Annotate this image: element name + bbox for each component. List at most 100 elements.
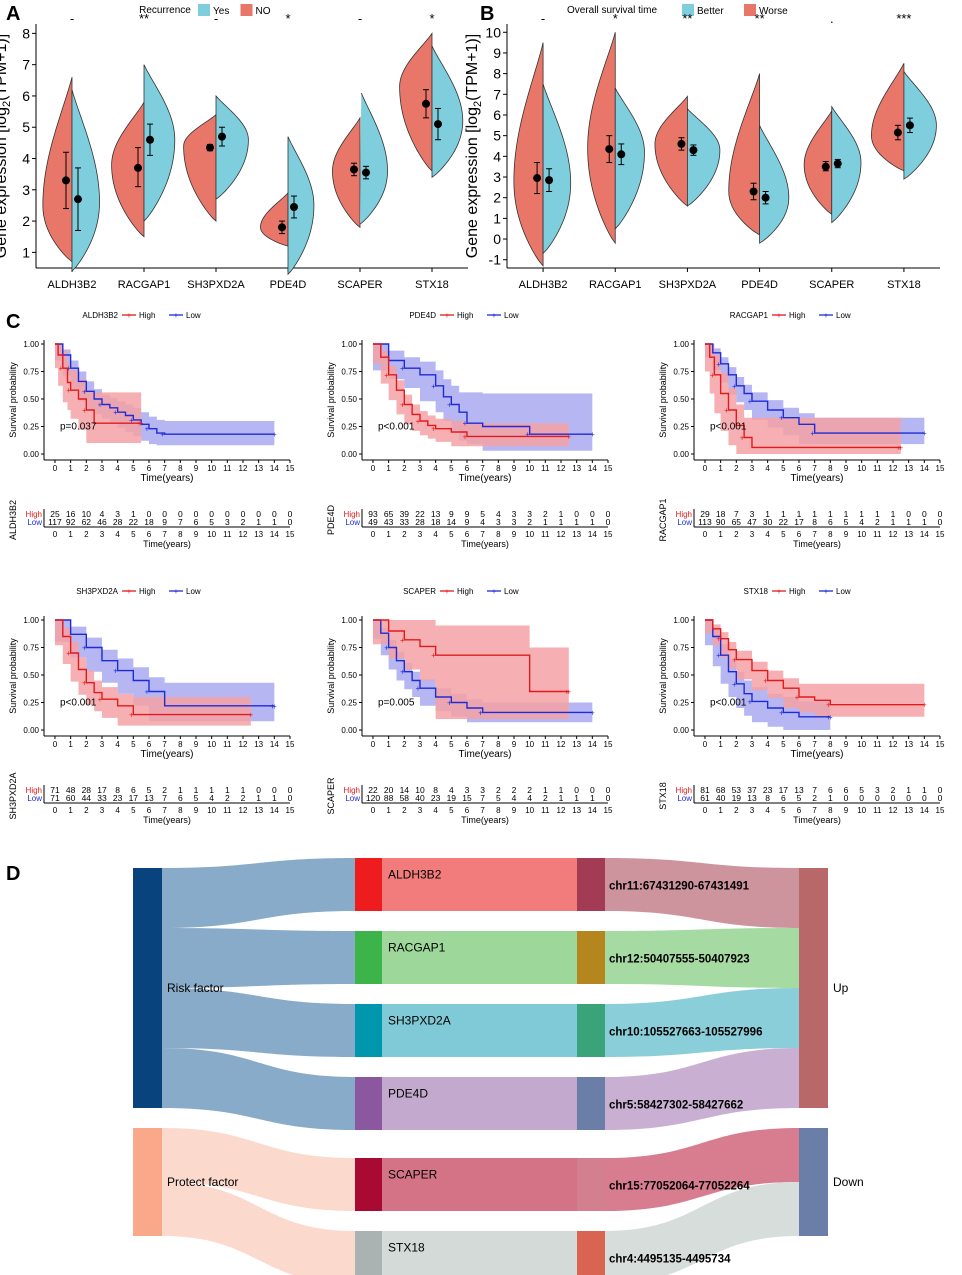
km-x-tick-label: 2 (402, 464, 407, 473)
risk-x-tick-label: 10 (525, 806, 534, 815)
risk-table-gene: STX18 (658, 782, 668, 810)
risk-count-high: 7 (812, 785, 817, 795)
violin-half-worse (871, 63, 905, 172)
risk-count-high: 18 (716, 509, 726, 519)
risk-x-tick-label: 0 (371, 806, 376, 815)
risk-count-low: 43 (384, 517, 394, 527)
km-pvalue: p<0.001 (378, 422, 415, 433)
km-censor-mark: + (525, 430, 530, 439)
km-censor-mark: + (145, 688, 150, 697)
km-legend-label: High (457, 311, 473, 320)
km-x-tick-label: 1 (386, 464, 391, 473)
risk-count-high: 4 (449, 785, 454, 795)
km-x-tick-label: 8 (828, 464, 833, 473)
km-y-tick-label: 0.50 (341, 671, 357, 680)
mean-point (893, 128, 902, 137)
km-censor-mark: + (564, 688, 569, 697)
significance-label: *** (896, 11, 911, 26)
risk-count-low: 1 (256, 793, 261, 803)
y-tick-label: 4 (22, 151, 30, 167)
risk-label-low: Low (27, 518, 42, 527)
risk-count-low: 62 (82, 517, 92, 527)
risk-x-tick-label: 3 (418, 530, 423, 539)
km-x-tick-label: 0 (371, 464, 376, 473)
y-tick-label: 8 (22, 25, 30, 41)
y-tick-label: 0 (493, 231, 501, 247)
km-y-tick-label: 0.75 (341, 644, 357, 653)
legend-swatch (240, 4, 253, 16)
legend-swatch (744, 4, 756, 16)
risk-x-tick-label: 15 (286, 806, 295, 815)
y-tick-label: 7 (22, 57, 30, 73)
risk-table-gene: PDE4D (326, 504, 336, 535)
km-legend-label: High (789, 587, 805, 596)
km-y-tick-label: 0.50 (23, 395, 39, 404)
risk-count-low: 49 (368, 517, 378, 527)
risk-x-tick-label: 12 (889, 530, 898, 539)
risk-x-tick-label: 5 (449, 530, 454, 539)
violin-half-no (183, 113, 217, 222)
risk-count-low: 2 (543, 793, 548, 803)
risk-count-high: 3 (115, 509, 120, 519)
y-tick-label: 2 (493, 190, 501, 206)
violin-half-yes (287, 136, 315, 276)
km-x-tick-label: 9 (512, 464, 517, 473)
risk-count-high: 1 (765, 509, 770, 519)
mean-point (761, 193, 770, 202)
sankey-left-label: Protect factor (167, 1175, 238, 1189)
risk-count-high: 28 (82, 785, 92, 795)
risk-count-low: 18 (431, 517, 441, 527)
km-pvalue: p<0.001 (710, 698, 747, 709)
risk-count-high: 1 (559, 509, 564, 519)
legend-title: Overall survival time (567, 5, 657, 16)
km-y-tick-label: 0.00 (341, 450, 357, 459)
risk-x-axis-label: Time(years) (793, 815, 841, 825)
km-x-tick-label: 13 (254, 740, 263, 749)
risk-count-low: 92 (66, 517, 76, 527)
risk-count-low: 2 (225, 793, 230, 803)
legend-label: Yes (213, 6, 229, 17)
risk-count-low: 3 (225, 517, 230, 527)
risk-count-high: 10 (82, 509, 92, 519)
mean-point (146, 135, 154, 144)
km-x-axis-label: Time(years) (141, 749, 194, 760)
km-x-tick-label: 6 (465, 740, 470, 749)
mean-point (689, 146, 698, 155)
risk-count-high: 1 (828, 509, 833, 519)
km-censor-mark: + (447, 401, 452, 410)
risk-x-tick-label: 2 (734, 530, 739, 539)
km-censor-mark: + (137, 419, 142, 428)
km-x-tick-label: 9 (844, 464, 849, 473)
risk-x-tick-label: 11 (873, 530, 882, 539)
km-y-tick-label: 0.00 (23, 726, 39, 735)
mean-point (749, 187, 758, 196)
mean-point (677, 139, 686, 148)
risk-label-high: High (676, 786, 692, 795)
km-y-tick-label: 0.75 (341, 368, 357, 377)
km-censor-mark: + (590, 430, 595, 439)
km-legend-label: Low (836, 311, 851, 320)
legend-label: Worse (759, 6, 788, 17)
risk-count-high: 0 (272, 785, 277, 795)
km-x-tick-label: 13 (572, 464, 581, 473)
sankey-gene-band (382, 1158, 577, 1211)
risk-x-tick-label: 13 (904, 530, 913, 539)
km-censor-mark: + (416, 684, 421, 693)
sankey-chr-label: chr5:58427302-58427662 (609, 1100, 743, 1112)
risk-count-high: 13 (794, 785, 804, 795)
violin-half-yes (431, 45, 464, 179)
km-y-tick-label: 1.00 (673, 340, 689, 349)
risk-x-tick-label: 14 (920, 530, 929, 539)
risk-count-low: 65 (732, 517, 742, 527)
km-legend-mark: + (127, 311, 132, 320)
risk-x-tick-label: 10 (525, 530, 534, 539)
risk-count-high: 0 (162, 509, 167, 519)
risk-x-tick-label: 1 (386, 806, 391, 815)
y-axis-label-tail: (TPM+1)] (0, 34, 10, 101)
km-y-tick-label: 0.50 (673, 671, 689, 680)
risk-x-tick-label: 8 (178, 806, 183, 815)
km-legend-mark: + (445, 587, 450, 596)
risk-count-low: 33 (400, 517, 410, 527)
km-x-tick-label: 14 (920, 464, 929, 473)
km-pvalue: p<0.001 (60, 698, 97, 709)
